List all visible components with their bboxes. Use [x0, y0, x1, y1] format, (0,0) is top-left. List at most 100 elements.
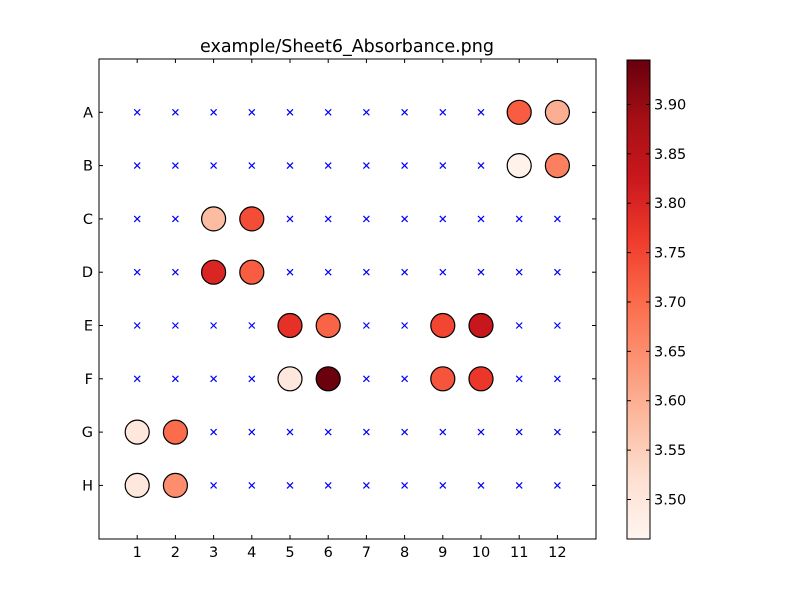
x-tick-label: 11	[510, 545, 528, 561]
empty-well-marker	[362, 215, 370, 223]
empty-marker-stroke	[171, 375, 179, 383]
empty-well-marker	[210, 108, 218, 116]
well-point	[162, 472, 188, 498]
empty-well-marker	[477, 481, 485, 489]
empty-marker-stroke	[248, 322, 256, 329]
empty-marker-stroke	[210, 428, 218, 436]
well-point	[315, 366, 341, 392]
colorbar-tick-label: 3.55	[654, 443, 686, 459]
empty-marker-stroke	[362, 375, 370, 383]
empty-well-marker	[515, 481, 523, 489]
empty-marker-stroke	[248, 481, 256, 489]
empty-marker-stroke	[477, 268, 485, 276]
empty-marker-stroke	[477, 428, 485, 436]
empty-well-marker	[477, 268, 485, 276]
colorbar-tick-label: 3.60	[654, 394, 686, 410]
empty-well-marker	[210, 375, 218, 383]
empty-marker-stroke	[401, 215, 409, 223]
empty-well-marker	[553, 375, 561, 383]
empty-well-marker	[515, 322, 523, 329]
empty-well-marker	[286, 481, 294, 489]
empty-well-marker	[248, 428, 256, 436]
empty-well-marker	[362, 322, 370, 329]
empty-marker-stroke	[286, 215, 294, 223]
empty-well-marker	[210, 428, 218, 436]
y-tick-label: D	[82, 265, 93, 281]
empty-marker-stroke	[210, 162, 218, 170]
well-point	[544, 99, 571, 125]
empty-well-marker	[439, 268, 447, 276]
empty-well-marker	[553, 215, 561, 223]
empty-well-marker	[553, 481, 561, 489]
well-point	[506, 153, 532, 179]
x-tick-label: 3	[209, 545, 218, 561]
well-point	[124, 472, 150, 498]
empty-well-marker	[439, 162, 447, 170]
empty-marker-stroke	[515, 322, 523, 329]
empty-well-marker	[401, 162, 409, 170]
empty-well-marker	[324, 215, 332, 223]
well-point	[239, 259, 265, 285]
empty-well-marker	[210, 322, 218, 329]
empty-well-marker	[210, 162, 218, 170]
empty-well-marker	[286, 108, 294, 116]
plot-frame	[98, 58, 597, 540]
empty-marker-stroke	[248, 108, 256, 116]
empty-well-marker	[401, 375, 409, 383]
empty-marker-stroke	[362, 162, 370, 170]
y-tick-label: H	[82, 478, 93, 494]
well-point	[162, 419, 188, 445]
empty-well-marker	[439, 428, 447, 436]
empty-marker-stroke	[133, 322, 141, 329]
x-tick-label: 2	[171, 545, 180, 561]
colorbar: 3.50 3.55 3.60 3.65 3.70 3.75 3.80 3.85 3.90	[626, 59, 686, 540]
empty-well-marker	[401, 108, 409, 116]
empty-well-marker	[515, 428, 523, 436]
empty-marker-stroke	[210, 481, 218, 489]
colorbar-tick-label: 3.65	[654, 344, 686, 360]
empty-marker-stroke	[439, 268, 447, 276]
empty-well-marker	[324, 428, 332, 436]
empty-marker-stroke	[439, 162, 447, 170]
empty-marker-stroke	[362, 268, 370, 276]
empty-marker-stroke	[210, 322, 218, 329]
empty-marker-stroke	[515, 481, 523, 489]
empty-marker-stroke	[133, 215, 141, 223]
empty-marker-stroke	[553, 215, 561, 223]
colorbar-tick-label: 3.80	[654, 196, 686, 212]
empty-well-marker	[401, 322, 409, 329]
empty-marker-stroke	[401, 428, 409, 436]
empty-marker-stroke	[401, 268, 409, 276]
empty-marker-stroke	[133, 268, 141, 276]
empty-marker-stroke	[515, 375, 523, 383]
empty-well-marker	[171, 215, 179, 223]
empty-well-marker	[439, 481, 447, 489]
empty-marker-stroke	[553, 268, 561, 276]
empty-well-marker	[401, 428, 409, 436]
empty-well-marker	[324, 162, 332, 170]
empty-marker-stroke	[210, 108, 218, 116]
empty-well-marker	[248, 162, 256, 170]
colorbar-tick-label: 3.85	[654, 147, 686, 163]
empty-well-marker	[477, 108, 485, 116]
empty-marker-stroke	[362, 481, 370, 489]
empty-well-marker	[133, 268, 141, 276]
empty-well-marker	[362, 162, 370, 170]
empty-well-marker	[362, 481, 370, 489]
empty-well-marker	[248, 481, 256, 489]
well-point	[277, 366, 303, 392]
empty-marker-stroke	[324, 162, 332, 170]
empty-well-marker	[439, 215, 447, 223]
empty-well-marker	[362, 108, 370, 116]
empty-marker-stroke	[401, 375, 409, 383]
empty-marker-stroke	[210, 375, 218, 383]
empty-marker-stroke	[553, 322, 561, 329]
empty-marker-stroke	[286, 162, 294, 170]
colorbar-tick-label: 3.70	[654, 295, 686, 311]
colorbar-tick-label: 3.90	[654, 97, 686, 113]
empty-marker-stroke	[171, 162, 179, 170]
empty-well-marker	[439, 108, 447, 116]
empty-well-marker	[171, 322, 179, 329]
empty-well-marker	[515, 215, 523, 223]
empty-well-marker	[477, 215, 485, 223]
